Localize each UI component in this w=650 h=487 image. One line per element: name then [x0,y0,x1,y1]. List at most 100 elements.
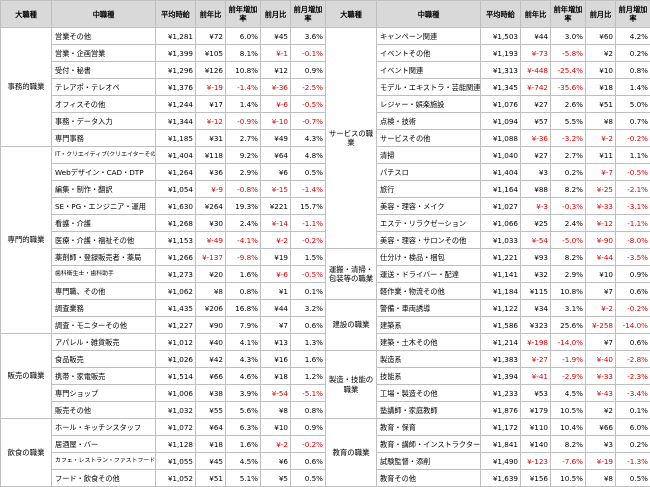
subcategory-cell: 調査・モニターその他 [52,317,156,334]
header-mom: 前月比 [586,1,616,28]
yoy-rate-cell: 25.6% [551,317,586,334]
mom-cell: ¥-40 [586,351,616,368]
mom-rate-cell: 0.2% [616,45,650,62]
yoy-rate-cell: 8.2% [551,436,586,453]
subcategory-cell: 警備・車両誘導 [377,300,481,317]
mom-cell: ¥-33 [586,368,616,385]
yoy-cell: ¥126 [196,62,226,79]
header-row: 大職種 中職種 平均時給 前年比 前年増加率 前月比 前月増加率 [326,1,650,28]
mom-rate-cell: -14.0% [616,317,650,334]
subcategory-cell: エステ・リラクゼーション [377,215,481,232]
yoy-rate-cell: -14.0% [551,334,586,351]
mom-rate-cell: -0.5% [291,96,326,113]
wage-table-right: 大職種 中職種 平均時給 前年比 前年増加率 前月比 前月増加率 サービスの職業… [325,0,650,487]
subcategory-cell: 旅行 [377,181,481,198]
average-wage-cell: ¥1,490 [481,453,521,470]
category-cell: 飲食の職業 [1,419,52,487]
average-wage-cell: ¥1,026 [156,351,196,368]
yoy-cell: ¥-19 [196,79,226,96]
average-wage-cell: ¥1,128 [156,436,196,453]
average-wage-cell: ¥1,184 [481,283,521,300]
mom-cell: ¥-44 [586,249,616,266]
average-wage-cell: ¥1,233 [481,385,521,402]
yoy-cell: ¥20 [196,266,226,283]
average-wage-cell: ¥1,313 [481,62,521,79]
wage-table-left: 大職種 中職種 平均時給 前年比 前年増加率 前月比 前月増加率 事務的職業営業… [0,0,326,487]
yoy-rate-cell: 8.2% [551,181,586,198]
mom-rate-cell: -1.1% [291,215,326,232]
mom-rate-cell: 0.6% [616,283,650,300]
subcategory-cell: ホール・キッチンスタッフ [52,419,156,436]
average-wage-cell: ¥1,383 [481,351,521,368]
mom-rate-cell: -0.2% [616,300,650,317]
mom-cell: ¥1 [261,283,291,300]
mom-rate-cell: 0.9% [616,266,650,283]
yoy-cell: ¥323 [521,317,551,334]
yoy-rate-cell: -1.4% [226,79,261,96]
subcategory-cell: 建築・土木その他 [377,334,481,351]
mom-cell: ¥6 [261,453,291,470]
yoy-cell: ¥17 [196,96,226,113]
average-wage-cell: ¥1,264 [156,164,196,181]
header-average-wage: 平均時給 [481,1,521,28]
yoy-rate-cell: 2.4% [551,215,586,232]
average-wage-cell: ¥1,012 [156,334,196,351]
mom-rate-cell: 0.7% [616,113,650,130]
yoy-cell: ¥206 [196,300,226,317]
yoy-rate-cell: 1.6% [226,266,261,283]
yoy-cell: ¥-9 [196,181,226,198]
mom-rate-cell: 1.5% [291,249,326,266]
yoy-rate-cell: 10.4% [551,419,586,436]
mom-rate-cell: -2.8% [616,351,650,368]
mom-rate-cell: 0.1% [291,283,326,300]
mom-cell: ¥-14 [261,215,291,232]
mom-cell: ¥-54 [261,385,291,402]
yoy-cell: ¥3 [521,164,551,181]
mom-cell: ¥7 [586,283,616,300]
mom-rate-cell: 0.6% [291,453,326,470]
yoy-cell: ¥64 [196,419,226,436]
yoy-rate-cell: -5.8% [551,45,586,62]
yoy-cell: ¥42 [196,351,226,368]
mom-cell: ¥8 [586,470,616,487]
yoy-rate-cell: 2.6% [551,96,586,113]
subcategory-cell: 事務・データ入力 [52,113,156,130]
subcategory-cell: 薬剤師・登録販売者・薬局 [52,249,156,266]
yoy-cell: ¥30 [196,215,226,232]
mom-rate-cell: 1.4% [616,79,650,96]
average-wage-cell: ¥1,055 [156,453,196,470]
yoy-rate-cell: 3.1% [551,300,586,317]
mom-cell: ¥8 [261,402,291,419]
subcategory-cell: サービスその他 [377,130,481,147]
subcategory-cell: 営業その他 [52,28,156,45]
yoy-rate-cell: 10.8% [226,62,261,79]
yoy-cell: ¥44 [521,28,551,45]
yoy-cell: ¥140 [521,436,551,453]
yoy-rate-cell: -9.8% [226,249,261,266]
yoy-cell: ¥31 [196,130,226,147]
mom-cell: ¥8 [586,113,616,130]
yoy-cell: ¥55 [196,402,226,419]
mom-rate-cell: 0.5% [291,164,326,181]
subcategory-cell: 看護・介護 [52,215,156,232]
mom-rate-cell: 1.3% [291,334,326,351]
yoy-rate-cell: 2.9% [551,266,586,283]
subcategory-cell: 試験監督・添削 [377,453,481,470]
yoy-rate-cell: 6.0% [226,28,261,45]
category-cell: 教育の職業 [326,419,377,487]
yoy-cell: ¥-742 [521,79,551,96]
mom-rate-cell: -2.3% [616,368,650,385]
subcategory-cell: SE・PG・エンジニア・運用 [52,198,156,215]
average-wage-cell: ¥1,153 [156,232,196,249]
header-yoy: 前年比 [521,1,551,28]
yoy-cell: ¥110 [521,419,551,436]
subcategory-cell: 専門事務 [52,130,156,147]
average-wage-cell: ¥1,345 [481,79,521,96]
subcategory-cell: 営業・企画営業 [52,45,156,62]
subcategory-cell: 清掃 [377,147,481,164]
subcategory-cell: 製造系 [377,351,481,368]
average-wage-cell: ¥1,876 [481,402,521,419]
average-wage-cell: ¥1,227 [156,317,196,334]
yoy-rate-cell: 8.2% [551,249,586,266]
category-cell: 事務的職業 [1,28,52,147]
